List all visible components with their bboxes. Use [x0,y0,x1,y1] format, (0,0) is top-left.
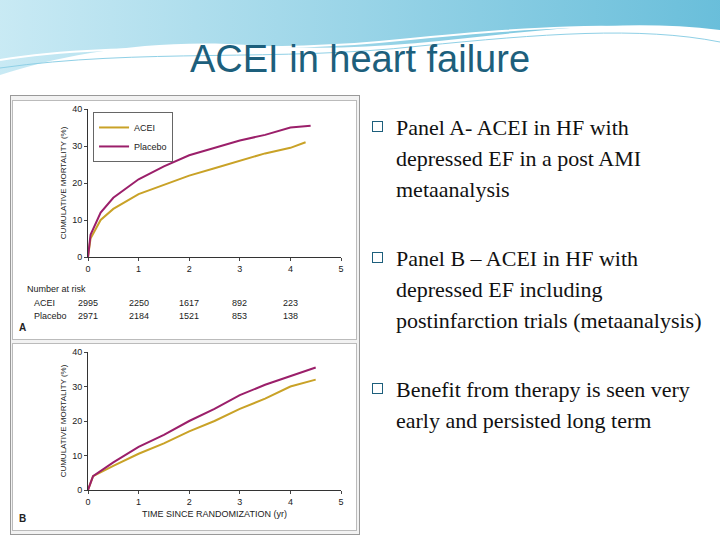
svg-text:892: 892 [232,298,247,308]
svg-text:ACEI: ACEI [134,123,155,133]
svg-text:3: 3 [237,264,242,274]
svg-text:3: 3 [237,497,242,507]
svg-text:2: 2 [187,264,192,274]
svg-text:1: 1 [136,497,141,507]
svg-text:Number at risk: Number at risk [27,284,86,294]
svg-text:0: 0 [85,264,90,274]
svg-text:Placebo: Placebo [34,311,67,321]
html-text:Panel B – ACEI in HF with depr: Panel B – ACEI in HF with depressed EF i… [396,246,702,333]
svg-text:ACEI: ACEI [34,298,55,308]
svg-text:2250: 2250 [129,298,149,308]
svg-text:138: 138 [283,311,298,321]
svg-text:853: 853 [232,311,247,321]
svg-text:1: 1 [136,264,141,274]
svg-text:0: 0 [85,497,90,507]
svg-text:TIME SINCE RANDOMIZATION (yr): TIME SINCE RANDOMIZATION (yr) [142,509,287,519]
svg-text:10: 10 [72,215,82,225]
svg-text:Placebo: Placebo [134,142,167,152]
svg-text:2995: 2995 [78,298,98,308]
svg-text:B: B [19,513,26,524]
svg-text:0: 0 [77,485,82,495]
html-text:Panel A- ACEI in HF with depre: Panel A- ACEI in HF with depressed EF in… [396,115,641,202]
svg-text:5: 5 [338,264,343,274]
html-text:Benefit from therapy is seen v: Benefit from therapy is seen very early … [396,377,690,433]
svg-text:5: 5 [338,497,343,507]
svg-text:1521: 1521 [179,311,199,321]
svg-text:1617: 1617 [179,298,199,308]
svg-text:20: 20 [72,178,82,188]
html-text:ACEI in heart failure: ACEI in heart failure [190,38,530,80]
svg-text:40: 40 [72,104,82,114]
svg-text:40: 40 [72,347,82,357]
svg-text:2: 2 [187,497,192,507]
svg-text:223: 223 [283,298,298,308]
svg-text:30: 30 [72,382,82,392]
svg-text:10: 10 [72,451,82,461]
svg-text:CUMULATIVE MORTALITY (%): CUMULATIVE MORTALITY (%) [59,126,68,239]
svg-text:A: A [19,322,26,333]
svg-text:2971: 2971 [78,311,98,321]
svg-text:20: 20 [72,416,82,426]
svg-text:30: 30 [72,141,82,151]
svg-text:0: 0 [77,252,82,262]
svg-text:CUMULATIVE MORTALITY (%): CUMULATIVE MORTALITY (%) [59,364,68,477]
svg-text:4: 4 [288,497,293,507]
svg-text:4: 4 [288,264,293,274]
svg-text:2184: 2184 [129,311,149,321]
